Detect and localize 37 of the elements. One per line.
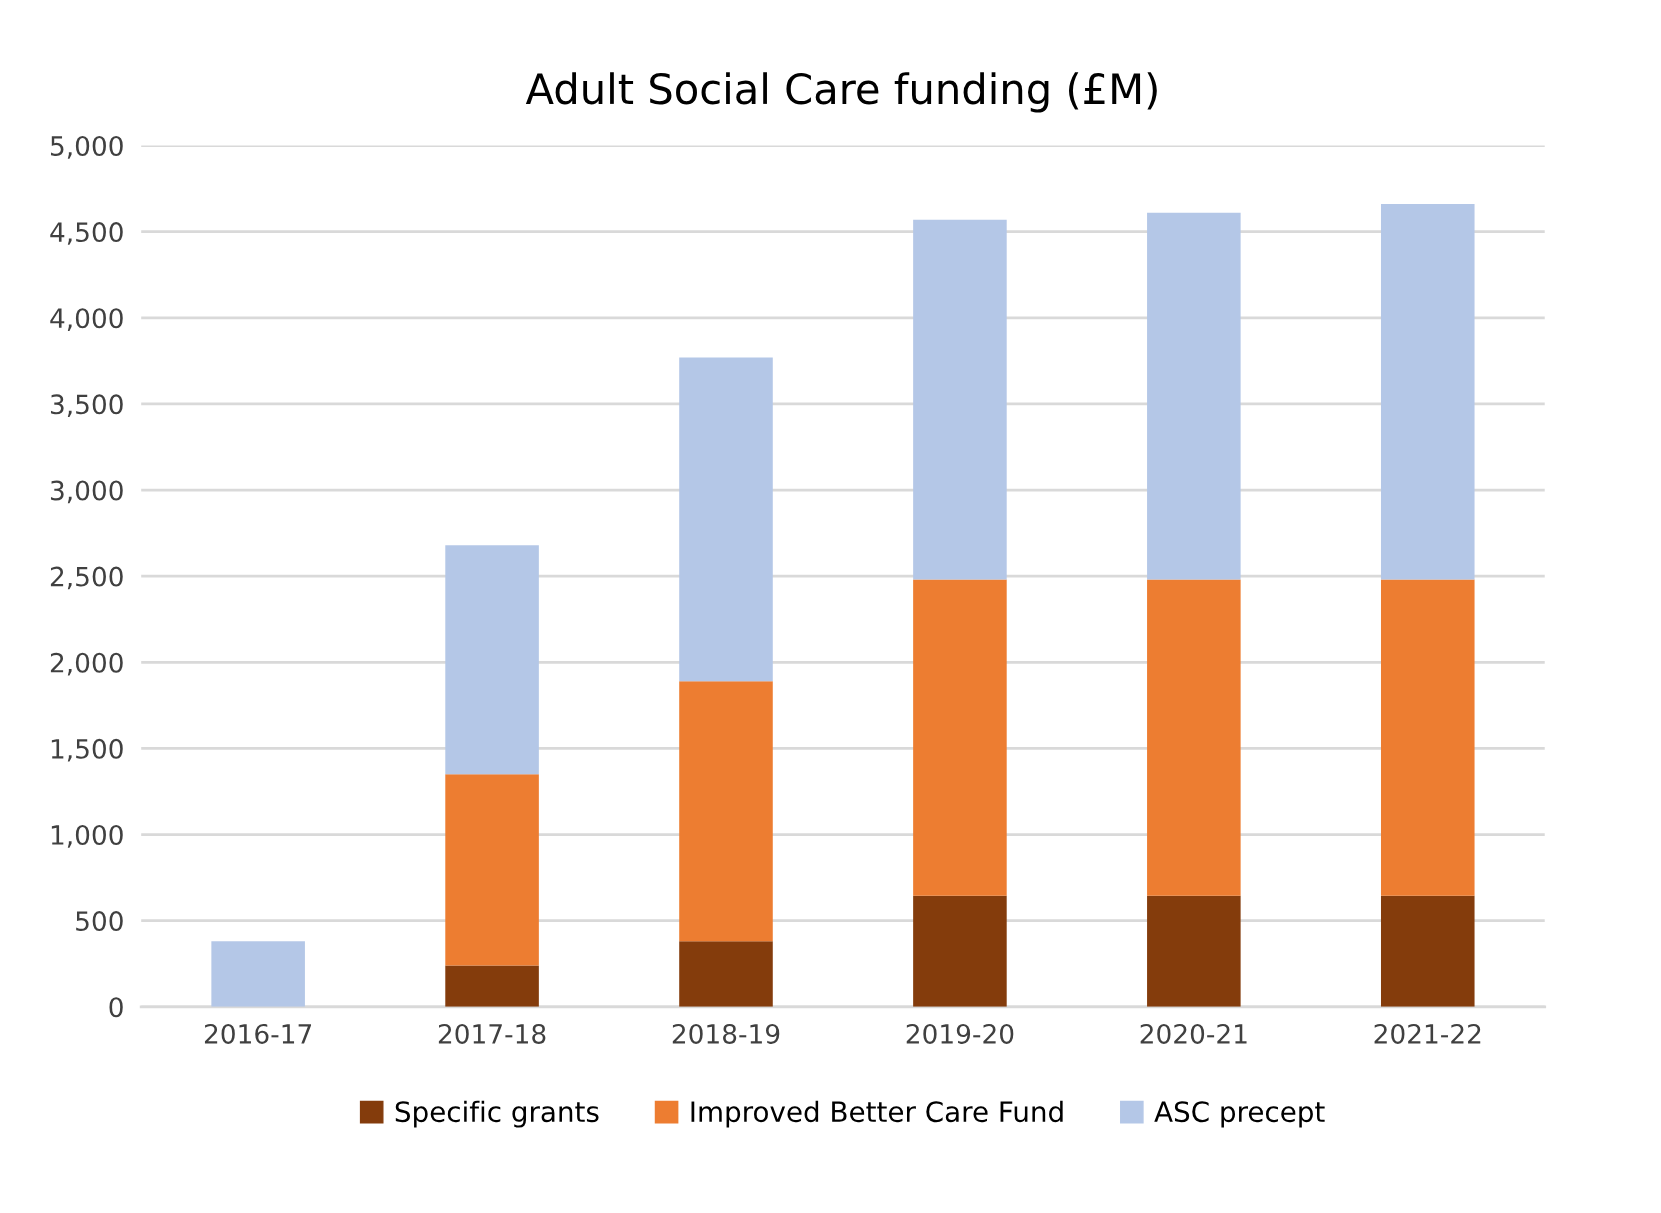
bar (913, 219, 1007, 580)
legend-label: Specific grants (395, 1100, 599, 1128)
y-tick-label: 500 (76, 911, 123, 932)
y-tick-label: 3,500 (50, 394, 123, 418)
x-tick-label: 2016-17 (204, 1023, 312, 1044)
bar (1147, 895, 1241, 1007)
bar (445, 545, 539, 775)
y-tick-label: 3,000 (50, 480, 123, 504)
x-tick-label: 2019-20 (906, 1023, 1014, 1044)
bar (913, 895, 1007, 1007)
x-tick-label: 2018-19 (672, 1023, 780, 1044)
y-tick-label: 4,500 (50, 222, 123, 245)
bar (1147, 212, 1241, 580)
bar (679, 357, 773, 682)
legend-label: Improved Better Care Fund (691, 1100, 1063, 1128)
y-tick-label: 2,000 (50, 652, 123, 676)
y-tick-label: 1,500 (51, 738, 123, 762)
bar (679, 941, 773, 1007)
bar (1147, 579, 1241, 896)
bar (445, 965, 539, 1007)
chart-title: Adult Social Care funding (£M) (525, 72, 1157, 113)
x-tick-label: 2017-18 (438, 1023, 546, 1044)
y-tick-label: 2,500 (50, 566, 123, 590)
bar (1380, 579, 1475, 896)
x-tick-label: 2021-22 (1374, 1023, 1481, 1044)
y-tick-label: 4,000 (50, 308, 123, 331)
bar (913, 579, 1007, 896)
y-tick-label: 1,000 (51, 824, 123, 848)
y-tick-label: 5,000 (51, 136, 123, 159)
y-tick-label: 0 (109, 997, 123, 1018)
bar (1380, 895, 1475, 1007)
bar (445, 774, 539, 966)
legend-label: ASC precept (1154, 1101, 1325, 1128)
bar (1380, 204, 1475, 580)
bar (211, 941, 305, 1007)
bar (679, 681, 773, 942)
x-tick-label: 2020-21 (1140, 1023, 1247, 1044)
